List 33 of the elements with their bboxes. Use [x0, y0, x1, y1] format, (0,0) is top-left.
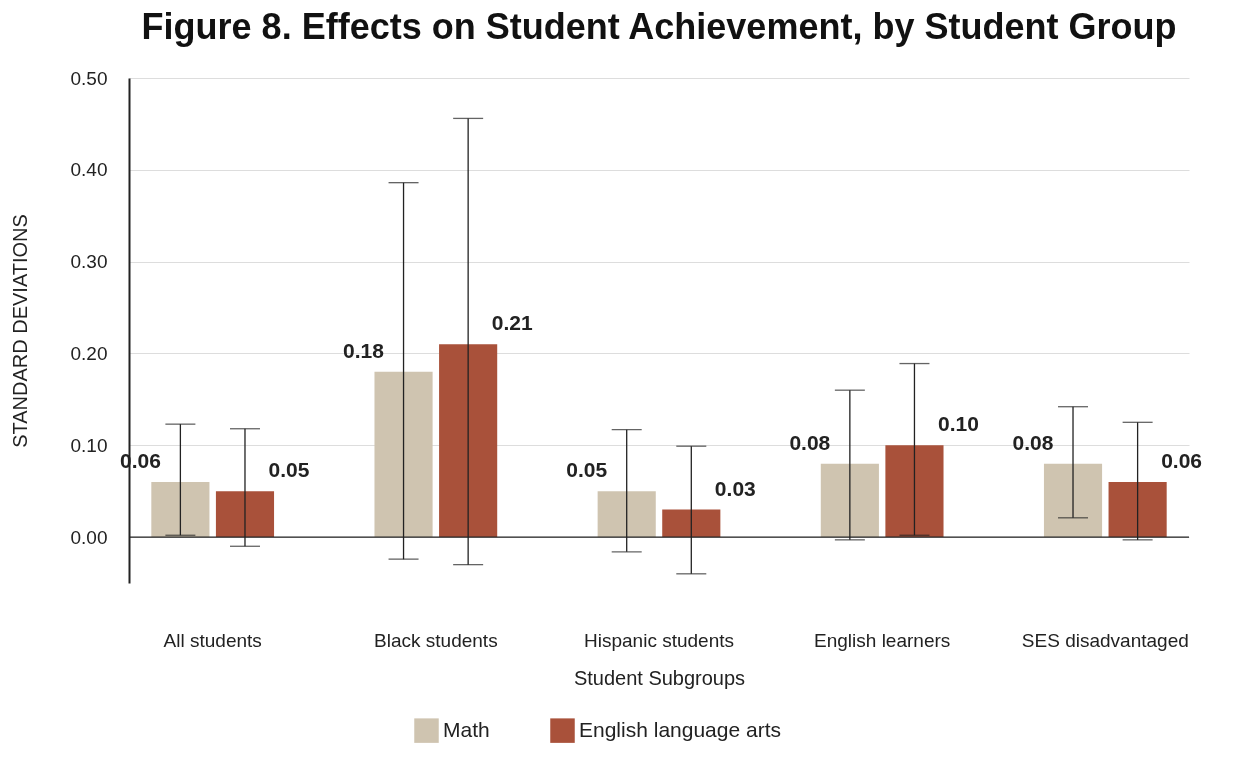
- bar: [374, 371, 433, 538]
- y-tick-label: 0.20: [70, 342, 108, 364]
- bar: [439, 344, 498, 538]
- data-label: 0.06: [1161, 449, 1203, 472]
- x-tick-label: Hispanic students: [584, 629, 734, 651]
- legend-label: Math: [443, 717, 490, 741]
- y-tick-label: 0.00: [70, 526, 108, 548]
- x-tick-label: English learners: [814, 629, 951, 651]
- bar: [151, 482, 210, 538]
- data-label: 0.03: [714, 476, 756, 500]
- data-label: 0.21: [491, 311, 533, 335]
- bar: [662, 509, 721, 538]
- y-tick-label: 0.40: [70, 159, 108, 181]
- y-tick-label: 0.30: [70, 251, 108, 273]
- x-axis-title: Student Subgroups: [573, 666, 746, 689]
- y-tick-label: 0.10: [70, 434, 108, 456]
- bar: [1043, 463, 1103, 538]
- y-axis-title: STANDARD DEVIATIONS: [8, 214, 31, 448]
- bar: [597, 491, 656, 538]
- x-tick-label: Black students: [374, 629, 498, 651]
- data-label: 0.08: [789, 430, 831, 454]
- data-label: 0.18: [343, 338, 385, 362]
- data-label: 0.05: [566, 458, 608, 482]
- chart-title: Figure 8. Effects on Student Achievement, by Student Group: [141, 6, 1177, 47]
- x-tick-label: All students: [163, 629, 262, 651]
- legend-label: English language arts: [579, 717, 781, 741]
- bar: [215, 491, 275, 538]
- x-tick-label: SES disadvantaged: [1021, 629, 1189, 651]
- bar: [885, 445, 944, 538]
- data-label: 0.05: [268, 458, 310, 482]
- data-label: 0.10: [938, 412, 979, 436]
- data-label: 0.08: [1012, 430, 1054, 454]
- y-tick-label: 0.50: [70, 67, 108, 89]
